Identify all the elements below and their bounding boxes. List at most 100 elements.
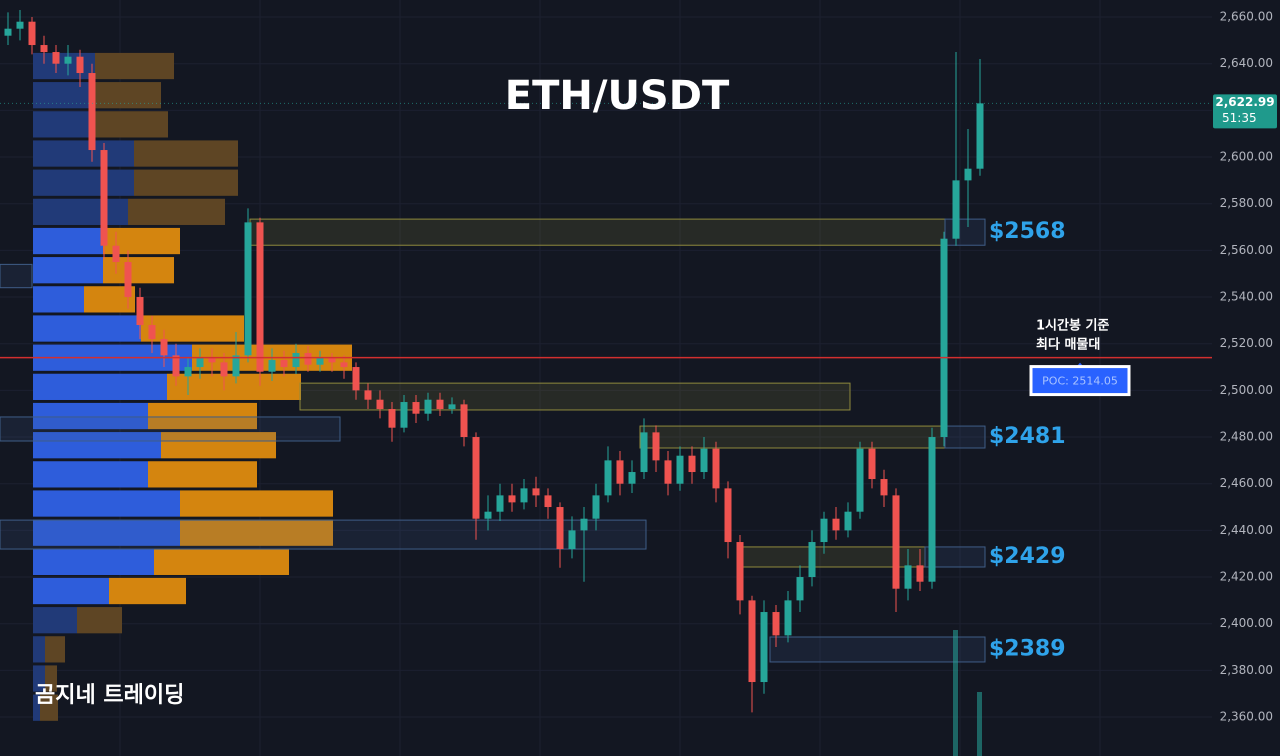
annotation: 최다 매물대	[1036, 337, 1100, 353]
zone	[249, 218, 946, 246]
volume-profile-buy	[33, 286, 84, 313]
candle-body	[328, 357, 336, 363]
volume-profile-sell	[109, 577, 186, 605]
candle-body	[592, 495, 600, 519]
y-tick-label: 2,540.00	[1220, 290, 1273, 304]
volume-profile-buy	[33, 636, 45, 663]
candle-body	[148, 325, 156, 340]
candle-body	[76, 56, 84, 74]
candle-body	[460, 404, 468, 438]
candle-body	[844, 511, 852, 531]
volume-profile-sell	[45, 665, 57, 692]
candle-body	[316, 357, 324, 365]
volume-profile-buy	[33, 694, 40, 721]
volume-profile-buy	[33, 402, 148, 430]
candle-body	[604, 460, 612, 496]
candle-body	[88, 73, 96, 151]
candle-body	[652, 432, 660, 461]
candle-body	[160, 339, 168, 356]
candle-body	[280, 360, 288, 368]
volume-profile-sell	[40, 694, 58, 721]
candle-body	[292, 353, 300, 368]
candle-body	[880, 479, 888, 496]
zone	[769, 636, 986, 663]
candle-body	[496, 495, 504, 512]
candle-body	[736, 542, 744, 601]
zone	[0, 416, 341, 442]
candle-body	[256, 222, 264, 372]
y-tick-label: 2,420.00	[1220, 570, 1273, 584]
candle-body	[616, 460, 624, 484]
candle-body	[820, 518, 828, 543]
volume-profile-sell	[180, 490, 333, 517]
candle-body	[808, 542, 816, 578]
poc-label: POC: 2514.05	[1042, 375, 1118, 388]
candle-body	[520, 488, 528, 503]
volume-profile-sell	[167, 373, 301, 400]
candle-body	[124, 262, 132, 298]
candle-body	[232, 355, 240, 377]
candle-body	[304, 353, 312, 365]
y-tick-label: 2,400.00	[1220, 616, 1273, 630]
candle-body	[832, 518, 840, 531]
volume-profile-buy	[33, 82, 95, 109]
candle-body	[472, 437, 480, 519]
volume-profile-buy	[33, 52, 95, 80]
candle-body	[940, 238, 948, 438]
volume-profile-buy	[33, 111, 95, 138]
volume-profile-sell	[154, 548, 289, 575]
volume-profile-buy	[33, 257, 103, 284]
y-tick-label: 2,600.00	[1220, 150, 1273, 164]
candle-body	[448, 404, 456, 410]
candle-body	[676, 455, 684, 484]
volume-profile-sell	[95, 111, 168, 138]
candle-body	[136, 297, 144, 326]
watermark: 곰지네 트레이딩	[35, 683, 184, 708]
candle-body	[424, 399, 432, 414]
candle-body	[664, 460, 672, 484]
candle-body	[640, 432, 648, 473]
candle-body	[16, 21, 24, 29]
volume-profile-buy	[33, 432, 161, 459]
y-tick-label: 2,380.00	[1220, 663, 1273, 677]
chart-title: ETH/USDT	[505, 73, 730, 119]
volume-profile-buy	[33, 519, 180, 546]
candle-body	[916, 565, 924, 582]
y-tick-label: 2,360.00	[1220, 710, 1273, 724]
candle-body	[64, 56, 72, 64]
candle-body	[760, 612, 768, 683]
volume-profile-buy	[33, 665, 45, 692]
last-price-badge	[1213, 94, 1277, 129]
volume-bar	[977, 692, 982, 756]
candle-body	[364, 390, 372, 400]
y-tick-label: 2,500.00	[1220, 383, 1273, 397]
volume-profile-sell	[95, 82, 161, 109]
volume-profile-sell	[134, 140, 238, 167]
volume-profile-sell	[77, 607, 122, 634]
volume-profile-sell	[141, 315, 244, 342]
volume-profile-buy	[33, 140, 134, 167]
zone-label: $2568	[989, 219, 1066, 244]
candle-body	[40, 45, 48, 53]
poc-box	[1029, 365, 1131, 397]
volume-profile-sell	[180, 519, 333, 546]
candle-body	[388, 409, 396, 428]
volume-profile-sell	[161, 432, 276, 459]
volume-profile-buy	[33, 607, 77, 634]
y-tick-label: 2,480.00	[1220, 430, 1273, 444]
candle-body	[628, 472, 636, 484]
candle-body	[208, 357, 216, 363]
zone	[0, 519, 647, 550]
volume-profile-sell	[45, 636, 65, 663]
candle-body	[508, 495, 516, 503]
y-tick-label: 2,640.00	[1220, 56, 1273, 70]
candle-body	[340, 362, 348, 368]
candle-body	[196, 357, 204, 368]
zone	[924, 546, 986, 568]
candle-body	[484, 511, 492, 519]
countdown: 51:35	[1222, 111, 1257, 125]
candle-body	[580, 518, 588, 531]
zone	[944, 218, 986, 246]
candle-body	[856, 448, 864, 512]
